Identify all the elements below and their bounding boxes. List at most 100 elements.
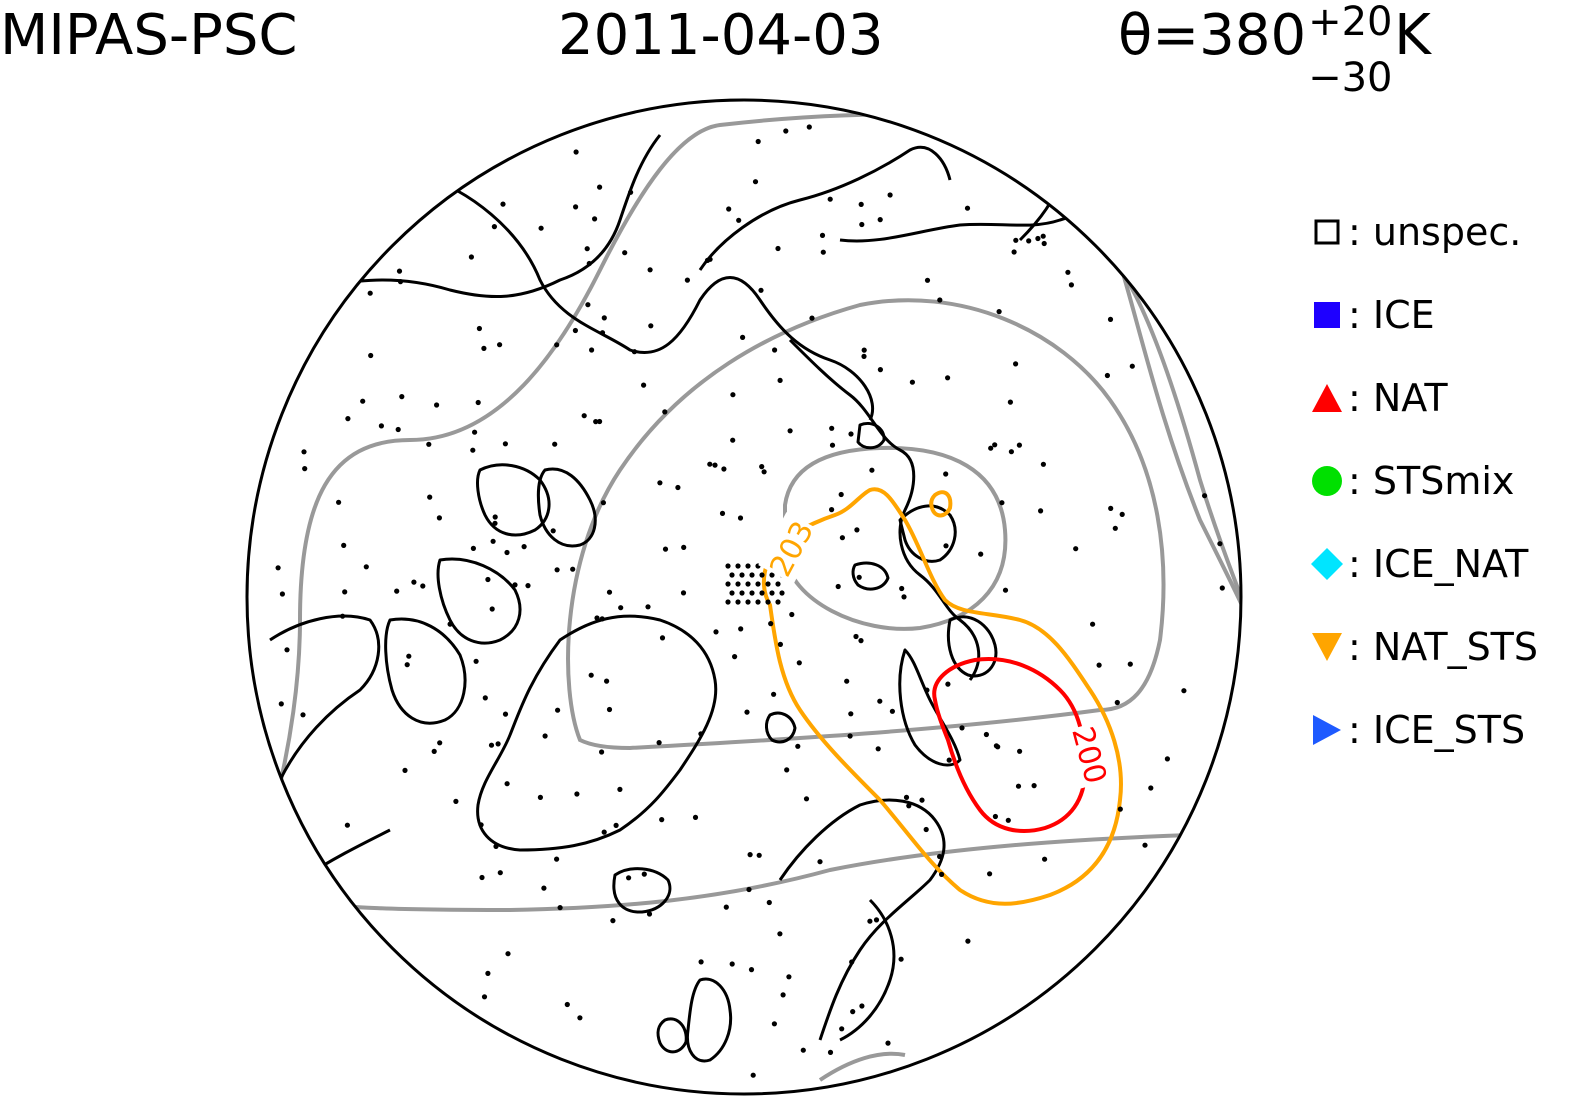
measurement-point: [554, 342, 560, 348]
measurement-point: [485, 970, 491, 977]
measurement-point: [577, 1015, 583, 1021]
measurement-point: [479, 874, 485, 881]
grid-curve-ne: [1120, 269, 1241, 613]
measurement-point: [887, 192, 893, 198]
grid-curve-east: [1108, 253, 1241, 611]
measurement-point: [755, 581, 761, 587]
measurement-point: [584, 246, 590, 252]
measurement-point: [399, 394, 405, 400]
measurement-point: [622, 250, 628, 256]
coast-severnaya: [856, 422, 886, 450]
measurement-point: [1008, 449, 1015, 455]
measurement-point: [889, 708, 896, 714]
measurement-point: [777, 641, 784, 648]
coast-chukotka: [839, 202, 1101, 243]
measurement-point: [838, 491, 844, 498]
measurement-point: [491, 224, 497, 230]
measurement-point: [284, 647, 290, 653]
measurement-point: [877, 698, 883, 704]
measurement-point: [835, 583, 841, 590]
measurement-point: [594, 615, 600, 621]
coast-franz-josef: [851, 561, 890, 591]
measurement-point: [453, 798, 459, 805]
measurement-point: [745, 563, 751, 569]
measurement-point: [641, 382, 647, 388]
theta-range: +20 −30: [1308, 0, 1392, 104]
measurement-point: [564, 1001, 570, 1008]
measurement-point: [744, 709, 750, 715]
coast-greenland: [476, 614, 718, 852]
measurement-point: [599, 616, 605, 622]
measurement-point: [777, 377, 783, 383]
measurement-point: [993, 743, 1000, 749]
measurement-point: [1107, 316, 1114, 322]
measurement-point: [873, 917, 880, 923]
measurement-point: [555, 707, 561, 713]
measurement-point: [554, 856, 560, 862]
measurement-point: [786, 974, 792, 980]
measurement-point: [999, 500, 1005, 506]
measurement-point: [473, 658, 479, 664]
triangle-right-icon: [1310, 713, 1344, 747]
measurement-point: [493, 843, 499, 850]
measurement-point: [341, 542, 347, 549]
legend-item: : ICE_STS: [1310, 688, 1580, 771]
measurement-point: [736, 217, 742, 223]
measurement-point: [735, 599, 741, 605]
measurement-point: [1005, 817, 1011, 823]
measurement-point: [924, 277, 931, 283]
measurement-point: [829, 507, 835, 513]
measurement-point: [945, 375, 951, 381]
coast-archipelago-3: [436, 557, 522, 645]
measurement-point: [729, 961, 735, 967]
theta-upper: +20: [1308, 0, 1393, 45]
measurement-point: [485, 576, 491, 583]
measurement-point: [541, 885, 547, 891]
measurement-point: [1040, 233, 1046, 239]
measurement-point: [769, 590, 775, 596]
measurement-point: [557, 905, 563, 911]
measurement-point: [839, 535, 846, 541]
measurement-point: [964, 205, 971, 211]
measurement-point: [550, 528, 556, 534]
legend-label: : NAT: [1348, 375, 1448, 420]
measurement-point: [861, 353, 867, 359]
triangle-up-icon: [1310, 381, 1344, 415]
measurement-point: [659, 635, 666, 641]
measurement-point: [1038, 508, 1044, 514]
measurement-point: [789, 611, 795, 618]
measurement-point: [1164, 756, 1170, 762]
measurement-point: [819, 232, 826, 238]
measurement-point: [806, 124, 812, 130]
coast-svalbard: [765, 711, 797, 744]
circle-icon: [1310, 464, 1344, 498]
measurement-point: [342, 589, 348, 595]
measurement-point: [604, 678, 610, 684]
measurement-point: [300, 712, 306, 718]
measurement-point: [737, 515, 744, 521]
measurement-point: [829, 442, 836, 448]
measurement-point: [1015, 783, 1022, 789]
measurement-point: [877, 367, 884, 373]
measurement-point: [538, 225, 544, 231]
measurement-point: [610, 918, 616, 924]
measurement-point: [1108, 505, 1114, 511]
measurement-point: [848, 711, 854, 717]
coast-novaya-zemlya: [898, 648, 962, 767]
measurement-point: [497, 870, 503, 876]
measurement-point: [431, 748, 437, 755]
measurement-point: [597, 418, 603, 425]
measurement-point: [606, 589, 613, 595]
measurement-point: [1217, 541, 1223, 547]
measurement-point: [340, 613, 346, 619]
measurement-point: [593, 419, 599, 425]
measurement-point: [726, 206, 732, 212]
measurement-point: [646, 911, 653, 917]
measurement-point: [411, 579, 417, 585]
measurement-point: [402, 767, 408, 774]
measurement-point: [617, 786, 623, 793]
measurement-point: [738, 626, 744, 632]
measurement-point: [1202, 493, 1208, 499]
measurement-point: [858, 201, 864, 207]
measurement-point: [903, 794, 910, 801]
